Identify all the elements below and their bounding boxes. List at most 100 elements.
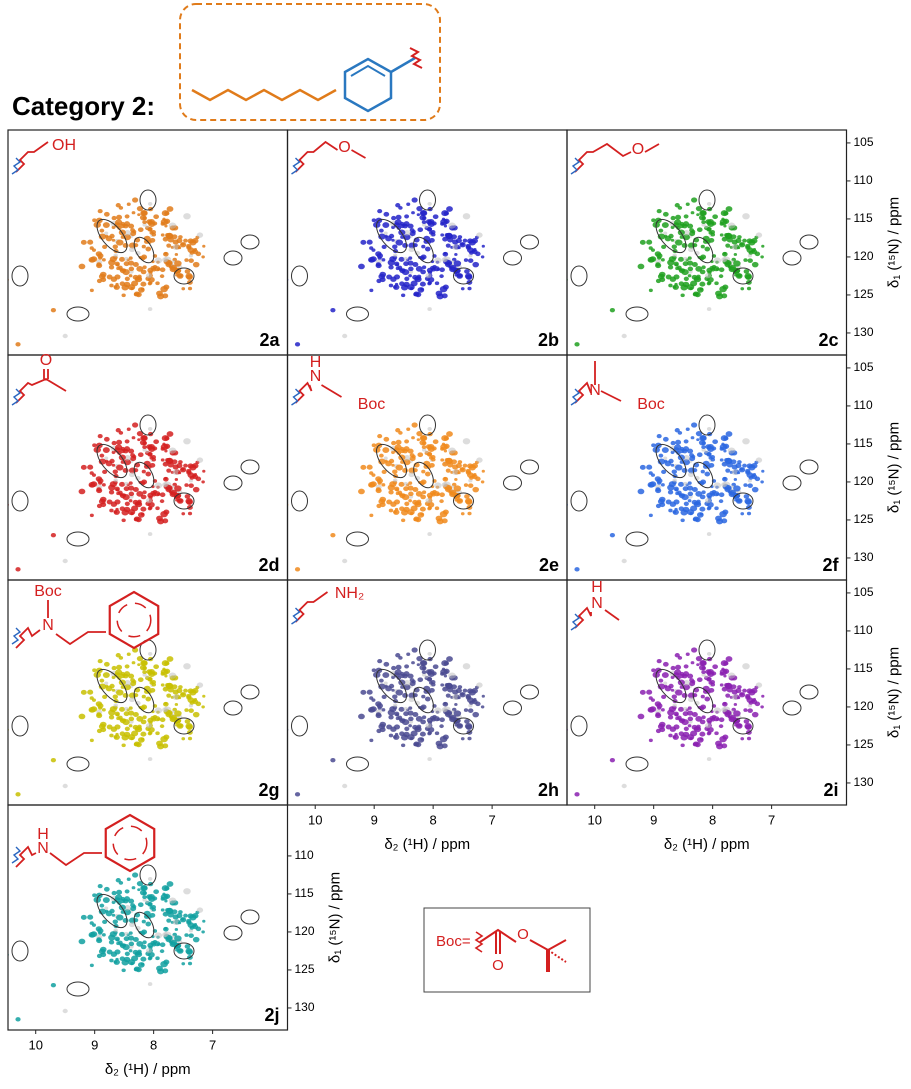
peak — [103, 886, 110, 892]
peak — [444, 683, 450, 688]
peak — [121, 293, 126, 298]
highlight-ellipse — [655, 218, 687, 254]
peak — [451, 244, 459, 250]
peak — [145, 900, 149, 904]
bond — [294, 381, 313, 404]
peak — [445, 259, 453, 266]
peak — [401, 293, 406, 298]
peak — [476, 457, 483, 463]
peak — [733, 252, 738, 256]
peak — [128, 716, 135, 722]
peak — [130, 286, 135, 291]
peak — [188, 258, 194, 263]
peak — [670, 675, 675, 680]
peak — [410, 280, 418, 287]
peak — [725, 693, 731, 698]
panel-frame — [7, 804, 289, 1031]
peak — [394, 669, 402, 676]
peak — [137, 737, 145, 743]
x-tick-label: 7 — [768, 812, 775, 827]
peak — [460, 512, 465, 516]
peak — [463, 708, 469, 712]
peak — [141, 919, 146, 924]
atom-label: O — [632, 141, 644, 158]
peak — [459, 467, 466, 473]
peak — [164, 886, 170, 891]
peak — [201, 255, 205, 259]
peak — [408, 716, 414, 722]
peak — [181, 737, 186, 741]
peak — [423, 239, 429, 244]
peak — [181, 287, 186, 291]
peak — [379, 228, 384, 233]
peak — [192, 711, 200, 718]
y-tick-label: 125 — [854, 287, 874, 301]
peak — [414, 501, 419, 506]
peak — [701, 441, 706, 446]
peak — [174, 935, 182, 942]
peak — [91, 698, 96, 702]
peak — [128, 724, 133, 728]
peak — [115, 938, 120, 942]
peak — [160, 908, 165, 912]
peak — [746, 238, 753, 244]
y-tick-label: 130 — [854, 550, 874, 564]
peak — [170, 264, 178, 271]
peak — [480, 705, 485, 709]
peak — [124, 214, 130, 219]
peak — [719, 510, 727, 518]
peak — [155, 506, 160, 511]
y-tick-label: 110 — [295, 848, 314, 862]
peak — [124, 931, 129, 936]
wavy-bond — [11, 846, 22, 864]
peak — [102, 672, 110, 678]
highlight-ellipse — [782, 250, 802, 266]
peak — [683, 680, 690, 686]
peak — [131, 886, 136, 890]
peak — [740, 287, 745, 291]
peak — [395, 653, 401, 658]
peak — [660, 708, 665, 712]
peak — [97, 883, 103, 889]
panel-label: 2f — [822, 555, 839, 575]
peak — [142, 441, 147, 446]
panel-label: 2d — [258, 555, 279, 575]
peak — [724, 484, 732, 491]
peak — [136, 430, 144, 437]
peak — [89, 258, 93, 262]
peak — [443, 443, 450, 449]
peak — [411, 680, 416, 684]
peak — [196, 232, 204, 238]
peak — [164, 668, 171, 674]
peak — [683, 230, 690, 236]
peak — [128, 941, 135, 947]
peak — [457, 235, 463, 240]
peak — [743, 483, 748, 487]
peak — [639, 239, 646, 245]
peak — [371, 698, 376, 702]
peak — [80, 239, 87, 245]
peak — [439, 735, 448, 743]
peak — [163, 701, 169, 707]
peak — [294, 792, 301, 797]
peak — [687, 266, 694, 272]
benzene — [343, 57, 393, 113]
peak — [400, 509, 409, 516]
peak — [671, 694, 678, 700]
peak — [427, 532, 432, 536]
peak — [689, 736, 694, 741]
peak — [137, 663, 141, 667]
peak — [183, 888, 191, 895]
peak — [411, 647, 418, 653]
peak — [445, 468, 451, 473]
highlight-ellipse — [291, 490, 308, 512]
peak — [376, 478, 383, 484]
peak — [655, 487, 661, 492]
peak — [637, 263, 645, 270]
peak — [701, 216, 706, 221]
peak — [87, 914, 94, 920]
peak — [192, 261, 200, 268]
peak — [413, 291, 420, 297]
peak — [132, 197, 139, 203]
peaks — [8, 422, 206, 572]
